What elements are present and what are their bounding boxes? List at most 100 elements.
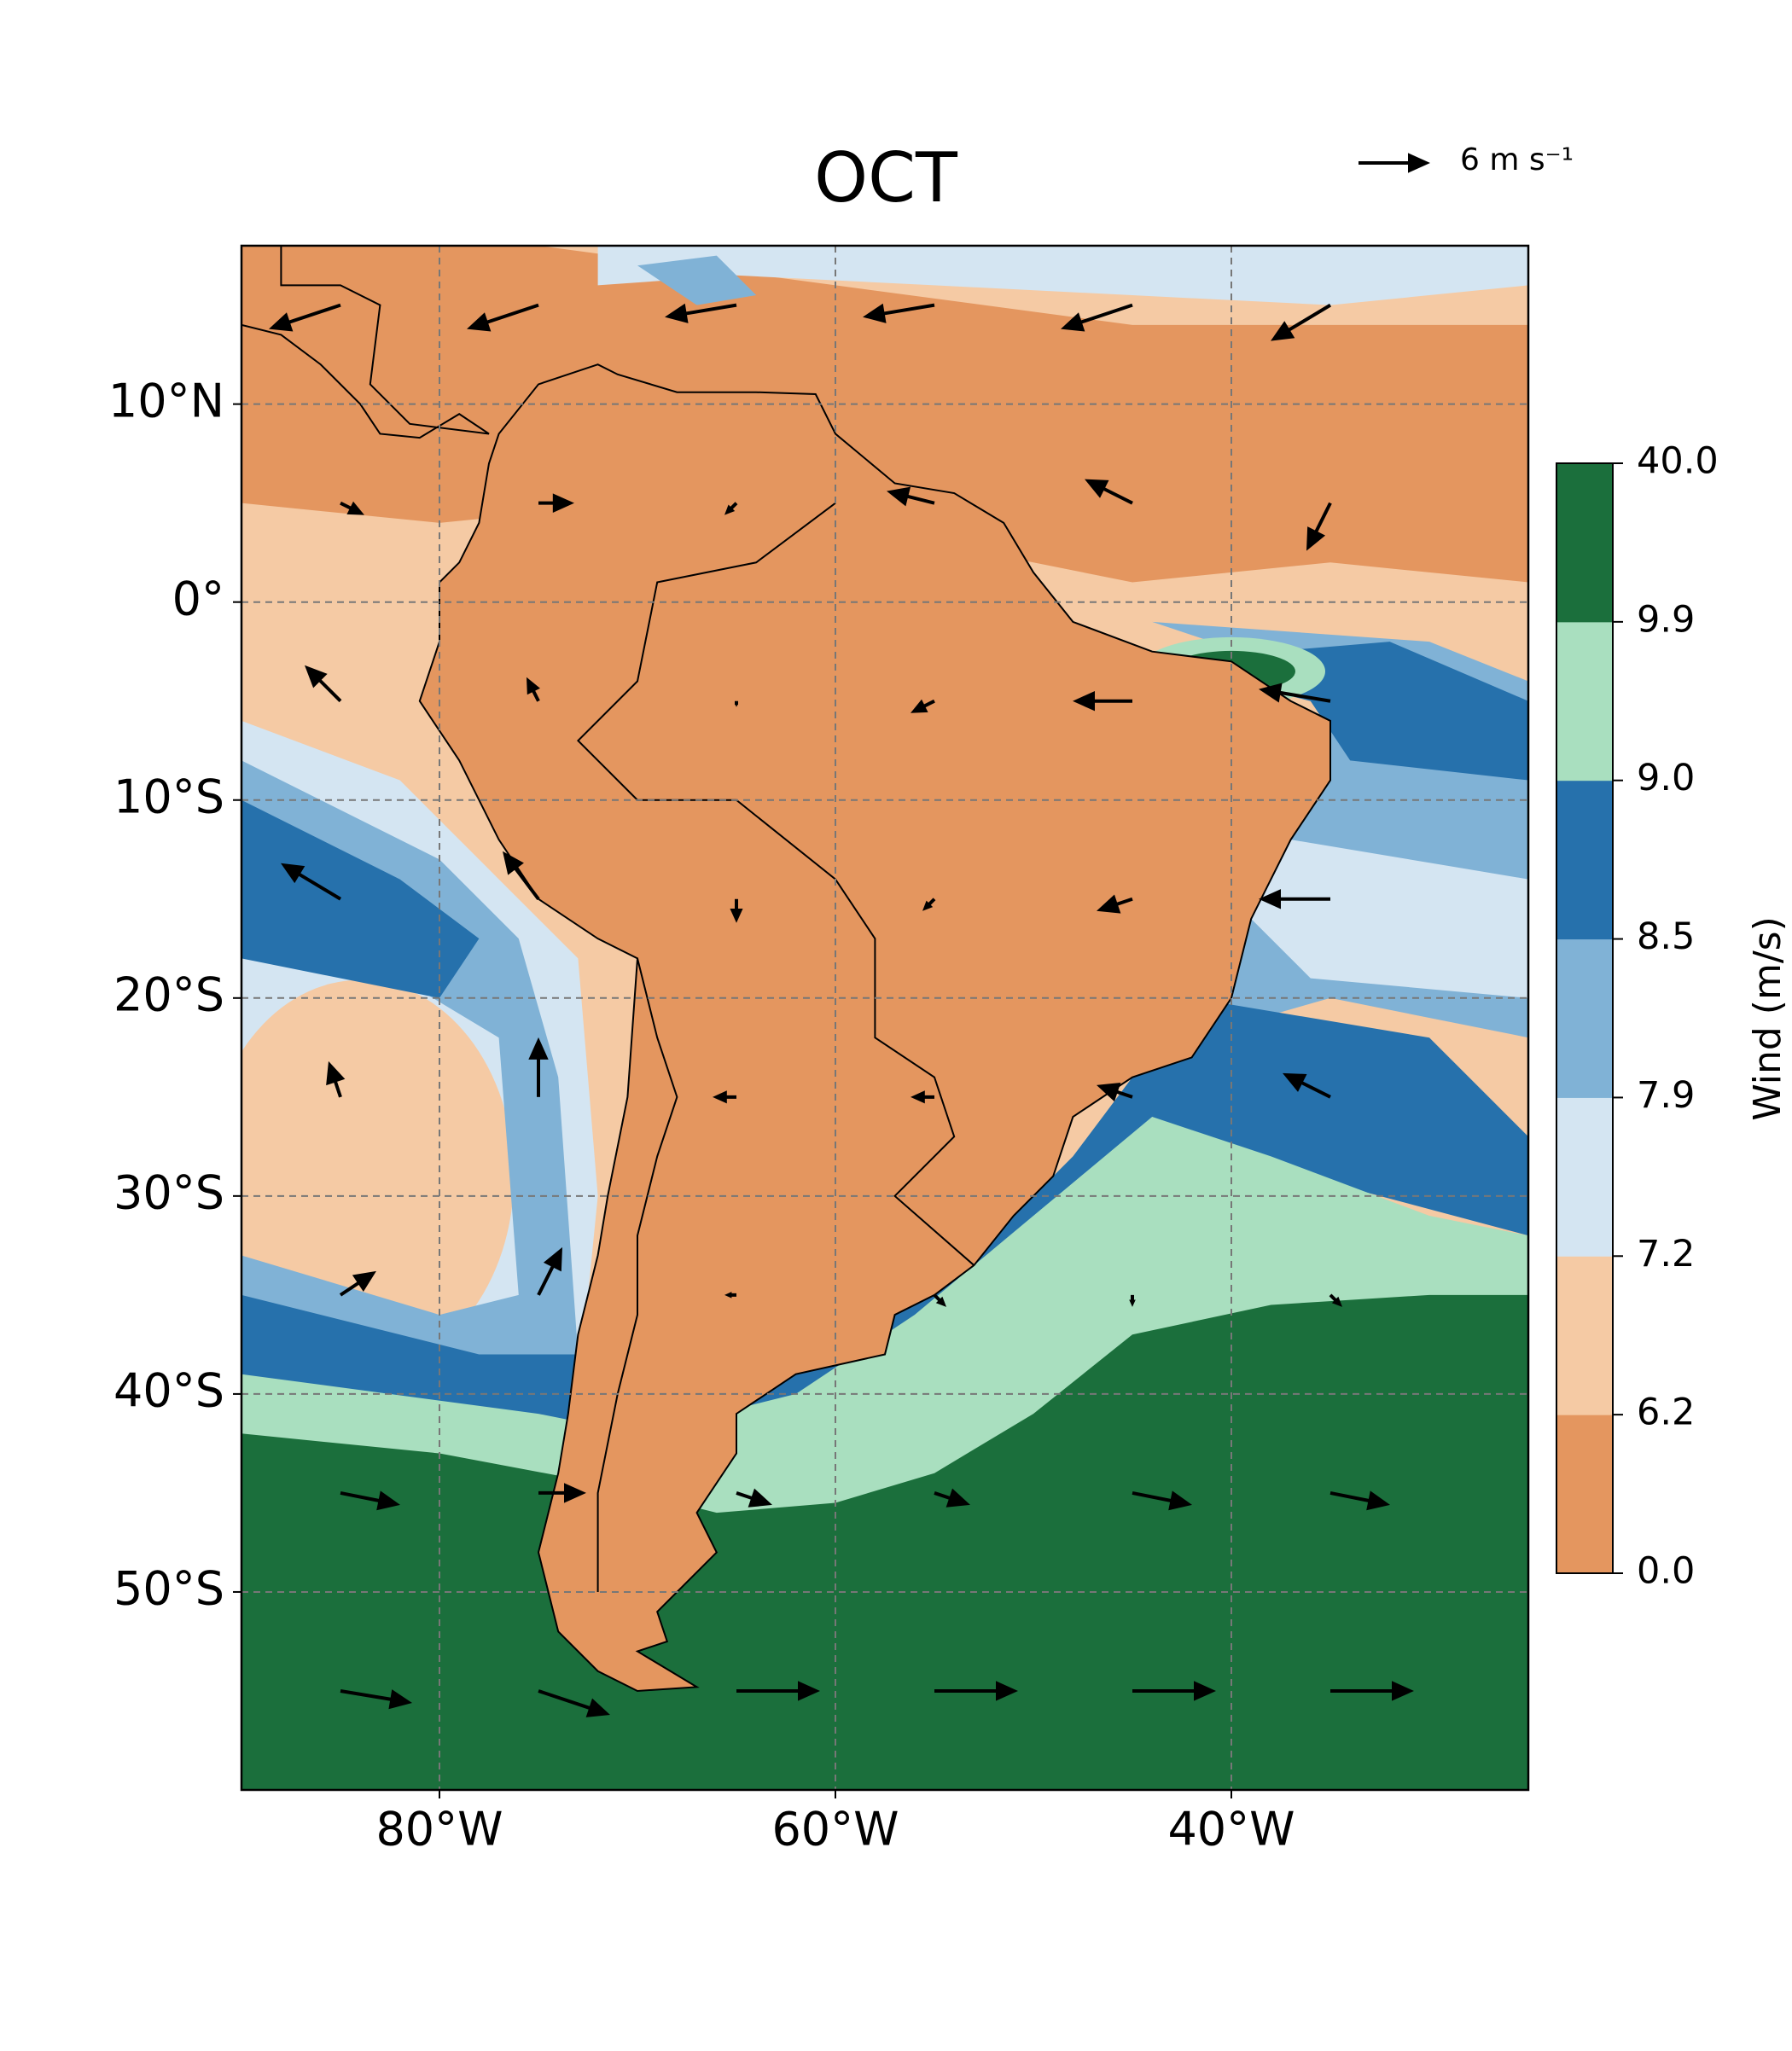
- wind-arrow: [527, 677, 540, 702]
- arrow-head: [503, 851, 524, 875]
- wind-arrow: [340, 1689, 412, 1710]
- arrow-shaft: [291, 869, 342, 901]
- arrow-head: [887, 486, 911, 507]
- wind-arrow: [340, 1490, 400, 1511]
- field-north-blue: [597, 246, 1528, 305]
- wind-arrow: [1271, 303, 1332, 341]
- arrow-head: [1306, 526, 1326, 551]
- arrow-head: [1073, 691, 1095, 712]
- arrow-head: [1085, 479, 1109, 498]
- wind-arrow: [1097, 1082, 1133, 1102]
- arrow-head: [552, 493, 574, 514]
- arrow-head: [346, 501, 364, 515]
- land-central-america: [241, 246, 490, 439]
- wind-arrow: [1132, 1490, 1192, 1511]
- wind-arrow: [724, 1292, 736, 1299]
- arrow-shaft: [538, 1689, 598, 1712]
- arrow-head: [352, 1270, 376, 1293]
- arrow-shaft: [876, 303, 935, 317]
- arrow-head: [467, 312, 492, 332]
- wind-arrow: [1073, 691, 1132, 712]
- map-area: [241, 246, 1528, 1790]
- arrow-head: [388, 1689, 412, 1710]
- arrow-head: [911, 699, 928, 713]
- arrow-shaft: [1073, 303, 1133, 327]
- arrow-head: [528, 1037, 549, 1060]
- wind-arrow: [538, 1483, 586, 1503]
- y-tick-label: 40°S: [113, 1364, 224, 1418]
- arrow-head: [1331, 1296, 1342, 1307]
- wind-arrow: [503, 851, 540, 900]
- wind-arrow: [713, 1090, 736, 1104]
- y-tick-label: 20°S: [113, 967, 224, 1021]
- arrow-head: [305, 665, 328, 689]
- field-west-darkblue: [241, 799, 480, 998]
- arrow-shaft: [1271, 689, 1331, 703]
- arrow-head: [1271, 321, 1295, 341]
- arrow-head: [527, 677, 540, 695]
- wind-arrow: [665, 303, 737, 323]
- wind-arrow: [863, 303, 935, 323]
- wind-arrow: [911, 1090, 934, 1104]
- wind-arrow: [339, 1270, 376, 1297]
- arrow-head: [1061, 312, 1085, 332]
- arrow-head: [1168, 1490, 1192, 1511]
- arrow-head: [665, 303, 689, 323]
- wind-arrow: [538, 493, 574, 514]
- arrow-head: [1194, 1681, 1216, 1701]
- wind-arrow: [730, 898, 743, 923]
- arrow-head: [911, 1090, 925, 1104]
- wind-arrow: [724, 502, 738, 515]
- wind-arrow: [1097, 894, 1133, 914]
- y-tick-label: 50°S: [113, 1562, 224, 1616]
- arrow-head: [1408, 153, 1430, 173]
- colorbar-tick-label: 9.9: [1637, 598, 1695, 641]
- wind-arrow: [326, 1060, 346, 1098]
- colorbar-bin: [1556, 463, 1613, 623]
- wind-arrow: [340, 501, 364, 515]
- x-tick-label: 40°W: [1167, 1803, 1295, 1856]
- map-frame: [240, 244, 1530, 1792]
- arrow-head: [996, 1681, 1018, 1701]
- arrow-shaft: [678, 303, 737, 317]
- wind-arrow: [922, 898, 936, 911]
- wind-arrow: [269, 303, 341, 332]
- arrow-head: [1392, 1681, 1414, 1701]
- wind-arrow: [934, 1488, 970, 1508]
- arrow-head: [724, 504, 736, 515]
- arrow-head: [1283, 1072, 1307, 1092]
- arrow-shaft: [281, 303, 341, 327]
- colorbar-tick-label: 9.0: [1637, 757, 1695, 799]
- arrow-head: [1097, 1082, 1121, 1102]
- y-tick-label: 10°N: [108, 374, 224, 427]
- wind-arrow: [933, 1293, 946, 1307]
- y-tick-label: 30°S: [113, 1165, 224, 1219]
- arrow-head: [326, 1060, 346, 1086]
- wind-arrow: [736, 1681, 820, 1701]
- arrow-head: [585, 1698, 610, 1717]
- field-east-lightblue: [1251, 840, 1528, 998]
- wind-arrow: [1129, 1294, 1136, 1307]
- arrow-shaft: [479, 303, 539, 327]
- reference-arrow-label: 6 m s⁻¹: [1460, 142, 1574, 177]
- colorbar-bin: [1556, 938, 1613, 1098]
- arrow-head: [922, 900, 934, 911]
- wind-arrow: [1061, 303, 1133, 332]
- colorbar-bin: [1556, 1097, 1613, 1257]
- arrow-head: [269, 312, 294, 332]
- arrow-head: [798, 1681, 820, 1701]
- colorbar-bin: [1556, 1415, 1613, 1574]
- wind-arrow: [1330, 1681, 1414, 1701]
- wind-arrow: [528, 1037, 549, 1097]
- arrow-shaft: [1281, 303, 1332, 336]
- field-north-blue-2: [637, 255, 757, 305]
- colorbar-bin: [1556, 780, 1613, 940]
- wind-arrow: [1283, 1072, 1331, 1099]
- arrow-head: [730, 908, 743, 923]
- arrow-head: [945, 1488, 970, 1508]
- wind-arrow: [1306, 502, 1332, 551]
- colorbar-frame: [1556, 462, 1614, 1574]
- wind-arrow: [934, 1681, 1018, 1701]
- reference-arrow: [1359, 153, 1430, 173]
